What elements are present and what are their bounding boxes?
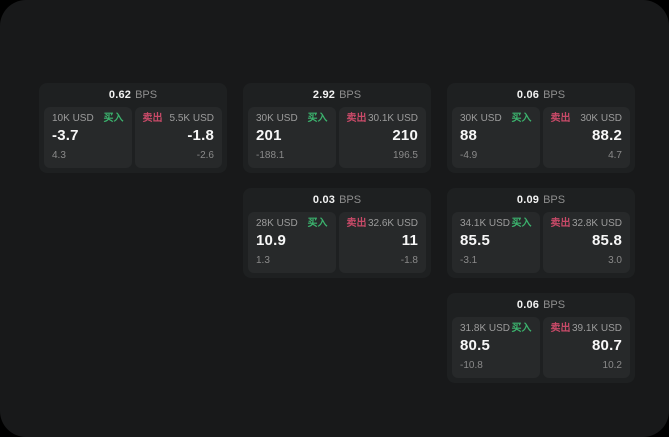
quote-card: 0.09 BPS 34.1K USD 买入 85.5 -3.1 卖出 32.8K… [447,188,635,278]
buy-panel[interactable]: 34.1K USD 买入 85.5 -3.1 [452,212,540,273]
sell-delta: 3.0 [608,255,622,266]
sell-label: 卖出 [346,218,367,229]
buy-price: 80.5 [460,337,490,354]
sell-amount: 32.6K USD [367,218,418,229]
bps-unit-label: BPS [543,194,566,206]
bid-ask-panels: 10K USD 买入 -3.7 4.3 卖出 5.5K USD -1.8 -2.… [44,107,222,168]
buy-panel[interactable]: 31.8K USD 买入 80.5 -10.8 [452,317,540,378]
buy-delta: 4.3 [52,150,66,161]
buy-amount: 10K USD [52,113,94,124]
sell-label: 卖出 [346,113,367,124]
buy-delta: 1.3 [256,255,270,266]
buy-panel[interactable]: 28K USD 买入 10.9 1.3 [248,212,336,273]
buy-price: 85.5 [460,232,490,249]
sell-panel[interactable]: 卖出 32.6K USD 11 -1.8 [338,212,426,273]
buy-label: 买入 [511,323,532,334]
sell-label: 卖出 [550,218,571,229]
spread-header: 0.06 BPS [447,293,635,317]
sell-amount: 39.1K USD [571,323,622,334]
buy-amount: 30K USD [460,113,502,124]
bid-ask-panels: 30K USD 买入 88 -4.9 卖出 30K USD 88.2 4.7 [452,107,630,168]
buy-panel[interactable]: 30K USD 买入 201 -188.1 [248,107,336,168]
bps-unit-label: BPS [135,89,158,101]
spread-header: 0.09 BPS [447,188,635,212]
buy-amount: 28K USD [256,218,298,229]
spread-header: 2.92 BPS [243,83,431,107]
spread-header: 0.06 BPS [447,83,635,107]
sell-delta: 196.5 [392,150,418,161]
sell-panel[interactable]: 卖出 39.1K USD 80.7 10.2 [542,317,630,378]
sell-price: 88.2 [592,127,622,144]
sell-label: 卖出 [550,113,571,124]
buy-panel[interactable]: 30K USD 买入 88 -4.9 [452,107,540,168]
bps-unit-label: BPS [543,89,566,101]
bid-ask-panels: 31.8K USD 买入 80.5 -10.8 卖出 39.1K USD 80.… [452,317,630,378]
sell-delta: -1.8 [400,255,418,266]
bid-ask-panels: 30K USD 买入 201 -188.1 卖出 30.1K USD 210 1… [248,107,426,168]
sell-panel[interactable]: 卖出 32.8K USD 85.8 3.0 [542,212,630,273]
buy-price: -3.7 [52,127,79,144]
buy-price: 10.9 [256,232,286,249]
spread-header: 0.62 BPS [39,83,227,107]
buy-delta: -4.9 [460,150,478,161]
buy-delta: -188.1 [256,150,285,161]
buy-amount: 31.8K USD [460,323,511,334]
sell-price: 80.7 [592,337,622,354]
sell-amount: 30.1K USD [367,113,418,124]
spread-header: 0.03 BPS [243,188,431,212]
buy-label: 买入 [511,113,532,124]
buy-price: 88 [460,127,478,144]
sell-label: 卖出 [550,323,571,334]
buy-price: 201 [256,127,282,144]
spread-value: 2.92 [312,89,336,101]
buy-label: 买入 [511,218,532,229]
sell-delta: -2.6 [196,150,214,161]
sell-panel[interactable]: 卖出 30K USD 88.2 4.7 [542,107,630,168]
sell-amount: 32.8K USD [571,218,622,229]
buy-amount: 30K USD [256,113,298,124]
quote-card: 0.62 BPS 10K USD 买入 -3.7 4.3 卖出 5.5K USD… [39,83,227,173]
buy-amount: 34.1K USD [460,218,511,229]
spread-value: 0.62 [108,89,132,101]
sell-price: -1.8 [187,127,214,144]
quote-card: 0.06 BPS 30K USD 买入 88 -4.9 卖出 30K USD 8… [447,83,635,173]
buy-label: 买入 [103,113,124,124]
bid-ask-panels: 28K USD 买入 10.9 1.3 卖出 32.6K USD 11 -1.8 [248,212,426,273]
quote-card: 0.03 BPS 28K USD 买入 10.9 1.3 卖出 32.6K US… [243,188,431,278]
bps-unit-label: BPS [339,89,362,101]
bid-ask-panels: 34.1K USD 买入 85.5 -3.1 卖出 32.8K USD 85.8… [452,212,630,273]
sell-price: 11 [401,232,418,249]
bps-unit-label: BPS [543,299,566,311]
sell-delta: 10.2 [602,360,622,371]
buy-label: 买入 [307,218,328,229]
bps-unit-label: BPS [339,194,362,206]
quote-card: 2.92 BPS 30K USD 买入 201 -188.1 卖出 30.1K … [243,83,431,173]
sell-panel[interactable]: 卖出 5.5K USD -1.8 -2.6 [134,107,222,168]
spread-value: 0.06 [516,299,540,311]
spread-value: 0.09 [516,194,540,206]
sell-price: 210 [392,127,418,144]
spread-value: 0.06 [516,89,540,101]
sell-price: 85.8 [592,232,622,249]
buy-delta: -10.8 [460,360,483,371]
sell-label: 卖出 [142,113,163,124]
spread-value: 0.03 [312,194,336,206]
sell-delta: 4.7 [608,150,622,161]
sell-amount: 30K USD [580,113,622,124]
sell-amount: 5.5K USD [169,113,214,124]
buy-delta: -3.1 [460,255,478,266]
buy-label: 买入 [307,113,328,124]
sell-panel[interactable]: 卖出 30.1K USD 210 196.5 [338,107,426,168]
buy-panel[interactable]: 10K USD 买入 -3.7 4.3 [44,107,132,168]
quote-card: 0.06 BPS 31.8K USD 买入 80.5 -10.8 卖出 39.1… [447,293,635,383]
